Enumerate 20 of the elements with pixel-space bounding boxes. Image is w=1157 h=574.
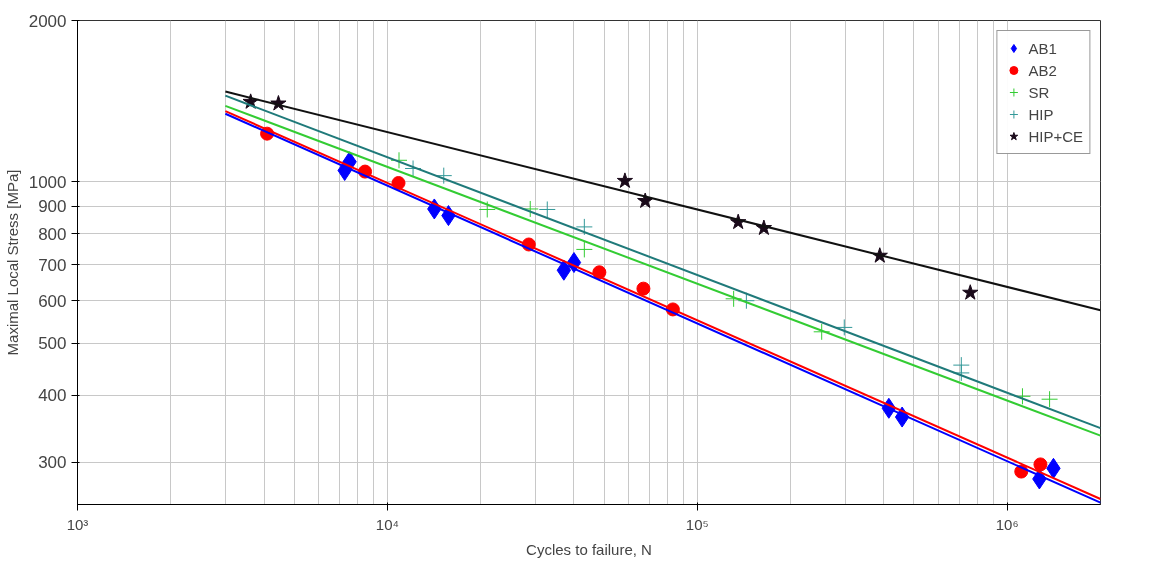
y-tick-label: 300: [38, 453, 67, 473]
y-tick-label: 700: [38, 255, 67, 275]
legend-label: AB2: [1028, 60, 1057, 81]
y-tick-label: 2000: [28, 11, 67, 31]
y-axis-title: Maximal Local Stress [MPa]: [3, 169, 21, 356]
legend-label: AB1: [1028, 38, 1057, 59]
y-tick-label: 400: [38, 386, 67, 406]
y-tick-label: 600: [38, 291, 67, 311]
y-tick-label: 500: [38, 334, 67, 354]
legend-label: HIP+CE: [1028, 126, 1083, 147]
y-tick-label: 800: [38, 224, 67, 244]
x-tick-label: 10⁵: [685, 515, 709, 533]
legend-label: HIP: [1028, 104, 1054, 125]
x-tick-label: 10⁴: [375, 515, 399, 533]
x-axis-title: Cycles to failure, N: [526, 540, 652, 558]
y-tick-label: 1000: [28, 172, 67, 192]
y-tick-label: 900: [38, 197, 67, 217]
legend-label: SR: [1028, 82, 1050, 103]
x-tick-label: 10⁶: [995, 515, 1019, 533]
x-tick-label: 10³: [66, 515, 89, 533]
